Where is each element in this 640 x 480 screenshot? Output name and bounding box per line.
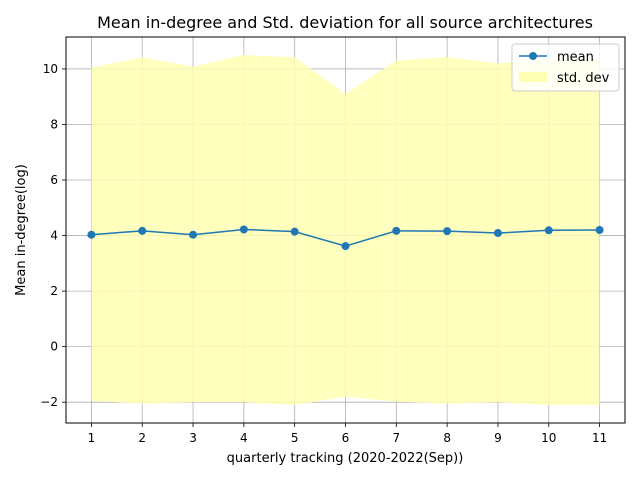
mean-point-2 (138, 226, 147, 235)
legend-mean-label: mean (557, 50, 594, 65)
x-tick-label-6: 6 (342, 431, 350, 445)
y-tick-label-4: 4 (50, 229, 58, 243)
x-axis-label: quarterly tracking (2020-2022(Sep)) (227, 451, 464, 466)
x-tick-label-3: 3 (189, 431, 197, 445)
mean-point-7 (392, 226, 401, 235)
x-tick-label-10: 10 (541, 431, 556, 445)
mean-point-3 (189, 230, 198, 239)
x-tick-label-7: 7 (392, 431, 400, 445)
y-axis-ticks: −2 0 2 4 6 8 10 (40, 62, 66, 409)
x-tick-label-2: 2 (138, 431, 146, 445)
std-dev-band (91, 55, 600, 405)
plot-frame (65, 36, 626, 424)
mean-point-4 (239, 225, 248, 234)
mean-point-9 (493, 229, 502, 238)
mean-point-1 (87, 230, 96, 239)
mean-point-11 (595, 226, 604, 234)
y-tick-label-2: 0 (50, 340, 58, 354)
mean-line-layer (87, 225, 604, 251)
chart-title: Mean in-degree and Std. deviation for al… (97, 13, 593, 32)
mean-point-8 (443, 227, 452, 236)
y-tick-label-1: −2 (40, 395, 58, 409)
y-tick-label-6: 8 (50, 117, 58, 131)
legend-std-swatch (519, 72, 547, 82)
x-tick-label-4: 4 (240, 431, 248, 445)
mean-point-6 (341, 242, 350, 251)
x-axis-ticks: 1 2 3 4 5 6 7 8 9 10 11 (88, 423, 607, 445)
x-tick-label-9: 9 (494, 431, 502, 445)
legend-mean-marker (529, 52, 537, 60)
x-tick-label-11: 11 (592, 431, 607, 445)
y-axis-label: Mean in-degree(log) (14, 164, 29, 296)
mean-point-5 (290, 227, 299, 236)
x-tick-label-8: 8 (443, 431, 451, 445)
y-tick-label-7: 10 (43, 62, 58, 76)
mean-point-10 (544, 226, 553, 235)
x-tick-label-1: 1 (88, 431, 96, 445)
y-tick-label-3: 2 (50, 284, 58, 298)
y-tick-label-5: 6 (50, 173, 58, 187)
legend-std-label: std. dev (557, 71, 610, 86)
x-tick-label-5: 5 (291, 431, 299, 445)
std-dev-band-layer (91, 55, 600, 405)
legend: mean std. dev (511, 43, 620, 92)
